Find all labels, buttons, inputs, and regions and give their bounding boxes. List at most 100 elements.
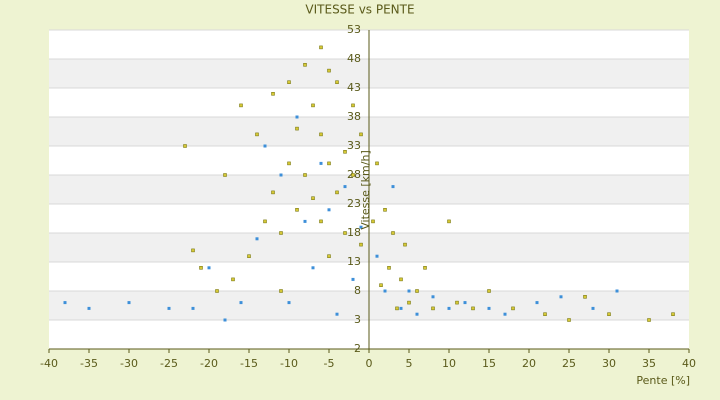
point [87, 306, 91, 310]
y-tick-label: 43 [347, 81, 361, 94]
x-tick-label: -20 [200, 357, 218, 370]
point [407, 300, 411, 305]
point [383, 208, 387, 212]
x-tick-label: -35 [80, 357, 98, 370]
point [399, 306, 403, 310]
x-tick-label: 35 [642, 357, 656, 370]
point [255, 237, 259, 241]
point [215, 289, 219, 293]
point [223, 318, 227, 322]
point [503, 312, 507, 316]
x-tick-label: -15 [240, 357, 258, 370]
point [391, 185, 395, 189]
x-tick-label: -5 [324, 357, 335, 370]
point [343, 185, 347, 189]
point [607, 312, 611, 316]
point [239, 301, 243, 305]
point [487, 289, 491, 293]
point [263, 219, 267, 224]
point [351, 277, 355, 281]
point [359, 242, 363, 247]
x-tick-label: -30 [120, 357, 138, 370]
point [287, 301, 291, 305]
point [319, 219, 323, 224]
y-tick-label: 48 [347, 52, 361, 65]
x-tick-label: -10 [280, 357, 298, 370]
point [303, 63, 307, 67]
point [559, 295, 563, 299]
point [287, 80, 291, 84]
point [343, 150, 347, 154]
point [207, 266, 211, 270]
point [399, 277, 403, 282]
point [383, 289, 387, 293]
point [327, 68, 331, 73]
point [583, 295, 587, 299]
point [303, 173, 307, 177]
point [295, 115, 299, 119]
point [567, 318, 571, 322]
point [327, 254, 331, 258]
point [127, 301, 131, 305]
point [387, 266, 391, 270]
point [379, 283, 383, 287]
point [407, 289, 411, 293]
x-tick-label: -40 [40, 357, 58, 370]
point [671, 312, 675, 316]
point [247, 254, 251, 258]
point [511, 306, 515, 311]
point [375, 254, 379, 258]
point [335, 190, 339, 195]
point [447, 306, 451, 310]
point [223, 173, 227, 177]
point [319, 45, 323, 50]
y-tick-label: 13 [347, 255, 361, 268]
y-tick-label: 33 [347, 139, 361, 152]
point [359, 132, 363, 137]
point [279, 289, 283, 293]
point [327, 208, 331, 212]
point [311, 266, 315, 270]
point [543, 312, 547, 316]
point [647, 318, 651, 322]
point [359, 225, 363, 229]
x-tick-label: 15 [482, 357, 496, 370]
x-tick-label: 10 [442, 357, 456, 370]
point [167, 306, 171, 310]
point [351, 103, 355, 108]
point [463, 301, 467, 305]
point [415, 289, 419, 293]
point [191, 248, 195, 253]
point [319, 132, 323, 137]
x-tick-label: 0 [366, 357, 373, 370]
point [231, 277, 235, 282]
point [303, 219, 307, 223]
point [311, 103, 315, 108]
point [279, 231, 283, 235]
point [335, 312, 339, 316]
point [271, 190, 275, 195]
point [263, 144, 267, 148]
point [311, 196, 315, 200]
point [591, 306, 595, 310]
point [327, 161, 331, 166]
x-tick-label: 5 [406, 357, 413, 370]
point [375, 161, 379, 166]
point [535, 301, 539, 305]
point [255, 132, 259, 137]
x-tick-label: 20 [522, 357, 536, 370]
point [183, 144, 187, 148]
point [447, 219, 451, 224]
point [271, 92, 275, 96]
y-tick-label: 18 [347, 226, 361, 239]
point [343, 231, 347, 235]
x-axis-title: Pente [%] [636, 374, 690, 387]
point [431, 306, 435, 311]
point [471, 306, 475, 311]
x-tick-label: 40 [682, 357, 696, 370]
y-tick-label: 3 [354, 313, 361, 326]
point [63, 301, 67, 305]
point [615, 289, 619, 293]
y-axis-title: Vitesse [km/h] [359, 150, 372, 230]
